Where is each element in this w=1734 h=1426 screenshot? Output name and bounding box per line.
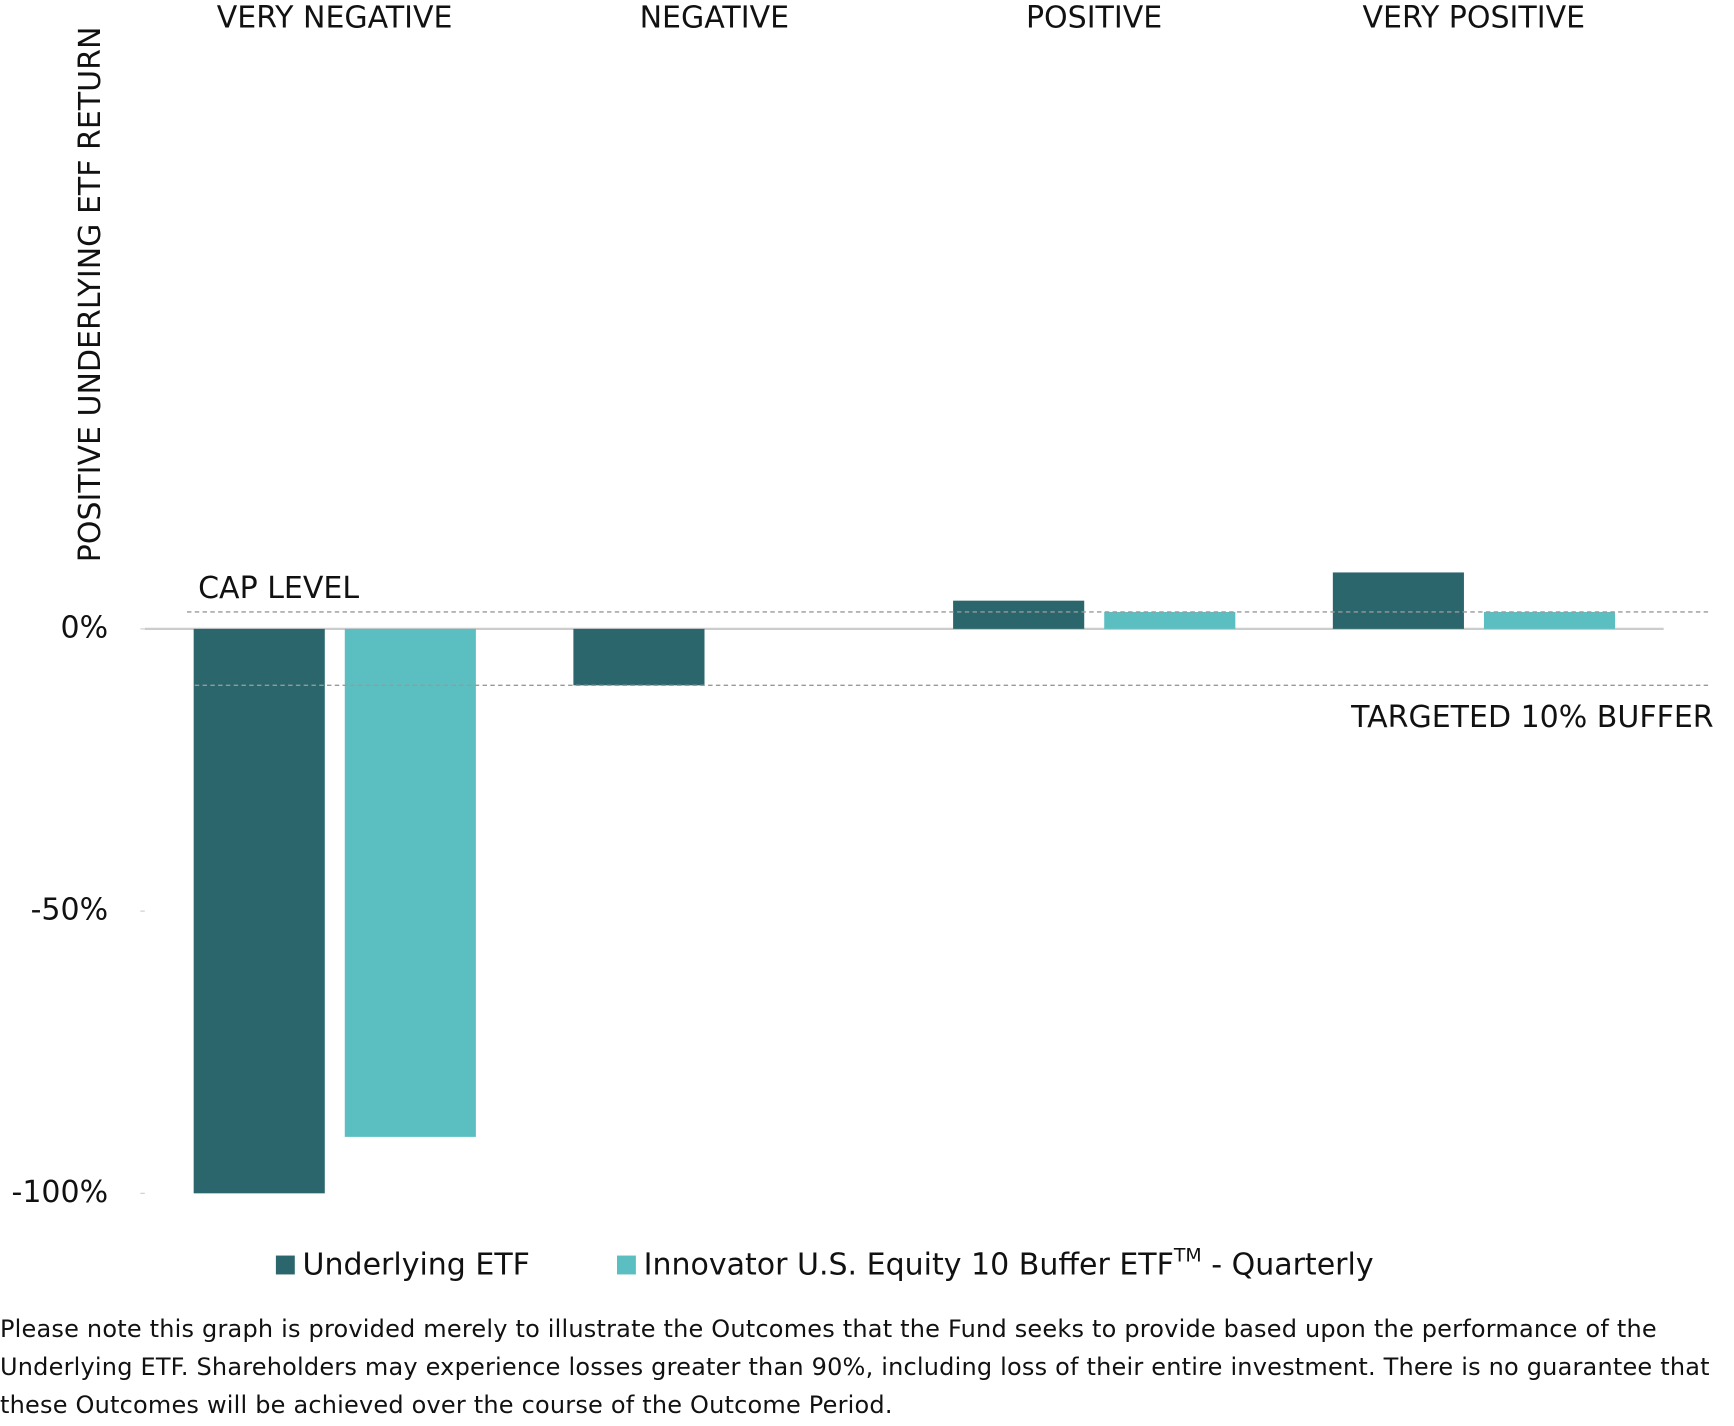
bar: [573, 628, 705, 686]
reference-label: TARGETED 10% BUFFER: [1350, 700, 1714, 735]
y-tick-label: 0%: [61, 610, 109, 645]
y-tick-label: -50%: [31, 893, 109, 928]
legend-label: Underlying ETF: [303, 1247, 530, 1282]
legend-swatch: [617, 1255, 636, 1275]
legend-name: Underlying ETF: [303, 1247, 530, 1282]
chart: POSITIVE UNDERLYING ETF RETURN 0% -50% -10…: [12, 0, 1714, 1282]
y-tick-label: -100%: [12, 1175, 109, 1210]
legend-superscript: TM: [1173, 1244, 1202, 1266]
y-axis-title: POSITIVE UNDERLYING ETF RETURN: [73, 27, 108, 563]
bar: [1483, 611, 1616, 629]
category-label: VERY NEGATIVE: [217, 0, 453, 35]
bar: [344, 628, 476, 1137]
category-label: NEGATIVE: [640, 0, 790, 35]
bar: [1104, 611, 1236, 629]
legend-label: Innovator U.S. Equity 10 Buffer ETFTM - …: [644, 1244, 1374, 1282]
footnote: Please note this graph is provided merel…: [0, 1315, 1710, 1419]
category-label: POSITIVE: [1026, 0, 1162, 35]
bar: [1332, 572, 1464, 629]
bar: [193, 628, 325, 1194]
reference-label: CAP LEVEL: [198, 571, 359, 606]
legend-swatch: [275, 1255, 295, 1275]
legend-suffix: - Quarterly: [1202, 1247, 1374, 1282]
category-label: VERY POSITIVE: [1363, 0, 1586, 35]
legend-name: Innovator U.S. Equity 10 Buffer ETF: [644, 1247, 1174, 1282]
bar: [953, 600, 1085, 629]
